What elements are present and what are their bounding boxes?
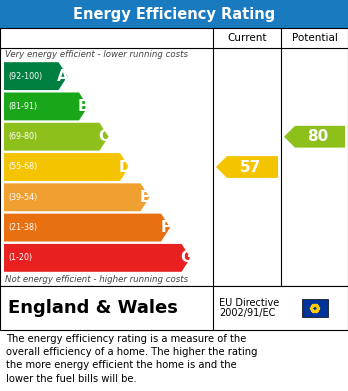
- Text: Potential: Potential: [292, 33, 338, 43]
- Text: C: C: [98, 129, 110, 144]
- Text: EU Directive: EU Directive: [219, 298, 279, 308]
- Text: E: E: [140, 190, 150, 205]
- Polygon shape: [4, 62, 68, 90]
- Text: 2002/91/EC: 2002/91/EC: [219, 308, 275, 318]
- Polygon shape: [216, 156, 278, 178]
- Text: Very energy efficient - lower running costs: Very energy efficient - lower running co…: [5, 50, 188, 59]
- Text: (69-80): (69-80): [8, 132, 37, 141]
- Text: 57: 57: [239, 160, 261, 174]
- Bar: [0, 286, 348, 330]
- Text: F: F: [160, 220, 171, 235]
- Text: B: B: [78, 99, 89, 114]
- Text: (39-54): (39-54): [8, 193, 37, 202]
- Text: (92-100): (92-100): [8, 72, 42, 81]
- Text: (21-38): (21-38): [8, 223, 37, 232]
- Polygon shape: [4, 153, 129, 181]
- Polygon shape: [284, 126, 345, 148]
- Text: Current: Current: [227, 33, 267, 43]
- Text: Energy Efficiency Rating: Energy Efficiency Rating: [73, 7, 275, 22]
- Polygon shape: [4, 123, 109, 151]
- Text: (55-68): (55-68): [8, 163, 37, 172]
- Polygon shape: [4, 93, 88, 120]
- Polygon shape: [4, 213, 170, 242]
- Text: D: D: [118, 160, 131, 174]
- Bar: [0, 28, 348, 286]
- Text: A: A: [57, 69, 69, 84]
- Text: G: G: [180, 250, 192, 265]
- Text: (1-20): (1-20): [8, 253, 32, 262]
- Bar: [0, 0, 348, 28]
- Text: 80: 80: [307, 129, 328, 144]
- Polygon shape: [4, 183, 150, 211]
- Bar: [301, 299, 327, 317]
- Text: The energy efficiency rating is a measure of the
overall efficiency of a home. T: The energy efficiency rating is a measur…: [6, 334, 258, 384]
- Polygon shape: [4, 244, 191, 272]
- Text: (81-91): (81-91): [8, 102, 37, 111]
- Text: England & Wales: England & Wales: [8, 299, 178, 317]
- Text: Not energy efficient - higher running costs: Not energy efficient - higher running co…: [5, 275, 188, 284]
